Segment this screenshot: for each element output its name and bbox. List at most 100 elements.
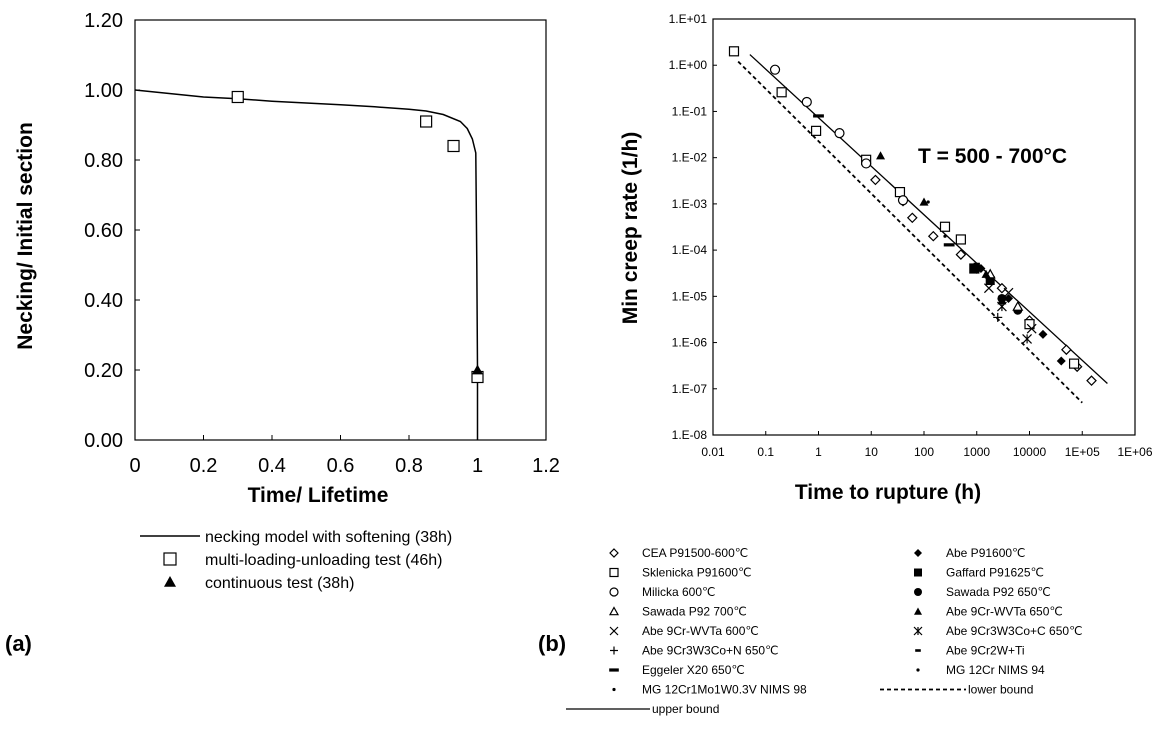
panel-b-legend-label: Sawada P92 650℃ xyxy=(946,585,1051,599)
panel-b-point-milicka-600 xyxy=(834,128,845,139)
panel-b-point-mg-12cr1mo1w0-3v-nims-98 xyxy=(943,234,947,238)
panel-b-legend-item: Sklenicka P91600℃ xyxy=(609,566,752,580)
panel-b-point-sawada-p92-700 xyxy=(1012,300,1024,311)
panel-a-legend-item: necking model with softening (38h) xyxy=(140,529,452,546)
panel-a-legend-marker xyxy=(164,576,176,587)
panel-b-point-gaffard-p91625 xyxy=(985,276,995,286)
panel-b-point-gaffard-p91625 xyxy=(969,264,979,274)
panel-b-legend-item: Abe 9Cr-WVTa 650℃ xyxy=(914,605,1063,619)
panel-a-point xyxy=(420,115,433,128)
panel-b-point-sklenicka-p91600 xyxy=(939,221,951,232)
panel-b-point-milicka-600 xyxy=(861,158,872,169)
panel-b-y-ticks: 1.E-08 1.E-07 1.E-06 1.E-05 1.E-04 1.E-03 1.E-… xyxy=(669,12,717,442)
panel-b-y-tick-label: 1.E-08 xyxy=(672,428,708,442)
panel-b-y-axis-label: Min creep rate (1/h) xyxy=(619,132,642,325)
panel-a-point xyxy=(231,90,244,104)
panel-a-x-ticks: 0 0.2 0.4 0.6 0.8 1 1.2 xyxy=(129,435,560,477)
panel-b-legend-marker xyxy=(914,588,922,596)
panel-b-legend-item: Abe 9Cr2W+Ti xyxy=(915,644,1025,658)
panel-b-point-abe-9cr-wvta-600 xyxy=(983,283,994,294)
panel-b-legend-item: Abe 9Cr3W3Co+C 650℃ xyxy=(913,624,1083,638)
panel-a-legend-label: necking model with softening (38h) xyxy=(205,529,452,546)
panel-b-legend-label: Sklenicka P91600℃ xyxy=(642,566,752,580)
panel-b-x-tick-label: 100 xyxy=(914,445,934,459)
panel-b-y-tick-label: 1.E-03 xyxy=(672,197,708,211)
panel-b-legend-item: lower bound xyxy=(880,683,1033,697)
panel-a-point xyxy=(447,139,460,153)
panel-b-legend-label: Sawada P92 700℃ xyxy=(642,605,747,619)
panel-b-tag: (b) xyxy=(538,631,566,656)
panel-a-y-tick-label: 0.40 xyxy=(84,290,123,312)
panel-b-legend-marker xyxy=(609,668,619,672)
panel-a-x-tick-label: 0 xyxy=(129,455,140,477)
panel-b-legend-label: Abe 9Cr-WVTa 600℃ xyxy=(642,624,759,638)
panel-b-legend-label: Abe 9Cr2W+Ti xyxy=(946,644,1025,658)
panel-b-bound-lines xyxy=(737,54,1108,404)
panel-b-x-tick-label: 0.01 xyxy=(701,445,725,459)
panel-a-y-tick-label: 0.80 xyxy=(84,150,123,172)
panel-b-x-axis-label: Time to rupture (h) xyxy=(795,481,981,504)
panel-b-legend-marker xyxy=(609,587,619,597)
panel-b-point-mg-12cr-nims-94 xyxy=(926,200,930,204)
panel-b-y-tick-label: 1.E-06 xyxy=(672,336,708,350)
panel-b-legend-item: Abe 9Cr3W3Co+N 650℃ xyxy=(610,644,779,658)
panel-b-x-tick-label: 10000 xyxy=(1013,445,1047,459)
panel-a-x-tick-label: 0.8 xyxy=(395,455,423,477)
panel-b-point-abe-9cr-wvta-650 xyxy=(997,296,1007,305)
panel-a-y-ticks: 0.00 0.20 0.40 0.60 0.80 1.00 1.20 xyxy=(84,10,140,452)
panel-b-x-tick-label: 1E+05 xyxy=(1065,445,1100,459)
panel-b-x-tick-label: 1 xyxy=(815,445,822,459)
panel-b-point-abe-9cr3w3co-c-650 xyxy=(996,301,1007,312)
panel-b-legend-label: Abe 9Cr3W3Co+N 650℃ xyxy=(642,644,779,658)
panel-b-y-tick-label: 1.E-07 xyxy=(672,382,708,396)
panel-b-point-cea-p91500-600 xyxy=(906,212,918,224)
panel-a-tag: (a) xyxy=(5,631,32,656)
panel-a-legend-marker xyxy=(163,552,177,566)
panel-b-legend-marker xyxy=(610,646,618,655)
panel-b-legend-label: MG 12Cr1Mo1W0.3V NIMS 98 xyxy=(642,683,807,697)
panel-b-point-sklenicka-p91600 xyxy=(776,87,787,98)
panel-b-x-tick-label: 1E+06 xyxy=(1117,445,1152,459)
panel-b-annotation: T = 500 - 700°C xyxy=(918,145,1067,168)
panel-a-x-tick-label: 0.6 xyxy=(327,455,355,477)
panel-b-point-abe-9cr3w3co-c-650 xyxy=(1022,333,1033,344)
panel-b-frame xyxy=(712,18,1136,436)
panel-b-legend-label: Milicka 600℃ xyxy=(642,585,716,599)
panel-b-legend-label: Eggeler X20 650℃ xyxy=(642,663,745,677)
panel-b-point-sklenicka-p91600 xyxy=(728,46,740,57)
panel-b-point-abe-p91600 xyxy=(1038,329,1048,339)
panel-a-y-tick-label: 0.00 xyxy=(84,430,123,452)
panel-b-legend-item: Milicka 600℃ xyxy=(609,585,716,599)
panel-a-series xyxy=(134,89,484,440)
panel-b-point-abe-9cr-wvta-600 xyxy=(1026,323,1037,334)
panel-b-point-abe-9cr-wvta-650 xyxy=(981,269,991,278)
panel-b-legend-marker xyxy=(608,606,620,616)
panel-b-legend-label: Gaffard P91625℃ xyxy=(946,566,1044,580)
panel-b-legend-item: CEA P91500-600℃ xyxy=(609,546,748,560)
panel-b-legend-label: Abe 9Cr-WVTa 650℃ xyxy=(946,605,1063,619)
panel-a-y-tick-label: 1.20 xyxy=(84,10,123,32)
panel-b-y-tick-label: 1.E+00 xyxy=(669,58,708,72)
panel-a-legend-label: continuous test (38h) xyxy=(205,575,354,592)
panel-b-legend-marker xyxy=(914,607,922,615)
panel-b-y-tick-label: 1.E+01 xyxy=(669,12,708,26)
panel-b-legend-label: lower bound xyxy=(968,683,1033,697)
panel-b-point-abe-9cr2w-ti xyxy=(973,262,980,266)
panel-b-point-cea-p91500-600 xyxy=(1086,375,1097,386)
panel-b-legend-marker xyxy=(914,549,922,557)
panel-b-legend-marker xyxy=(609,626,619,636)
panel-b-point-eggeler-x20-650 xyxy=(813,114,824,118)
panel-a-y-tick-label: 1.00 xyxy=(84,80,123,102)
panel-b-x-tick-label: 1000 xyxy=(963,445,990,459)
panel-b-legend-label: Abe P91600℃ xyxy=(946,546,1026,560)
panel-b-point-sklenicka-p91600 xyxy=(1068,358,1080,369)
panel-a-x-tick-label: 1 xyxy=(472,455,483,477)
panel-b-legend-marker xyxy=(916,668,920,672)
panel-a-point xyxy=(472,364,483,375)
panel-b-legend-marker xyxy=(913,626,923,636)
panel-a-line-necking-model-with-softening-38h xyxy=(134,89,479,440)
panel-b-point-abe-9cr-wvta-650 xyxy=(919,197,929,206)
panel-a-legend-item: multi-loading-unloading test (46h) xyxy=(163,552,442,569)
panel-b-y-tick-label: 1.E-02 xyxy=(672,151,708,165)
